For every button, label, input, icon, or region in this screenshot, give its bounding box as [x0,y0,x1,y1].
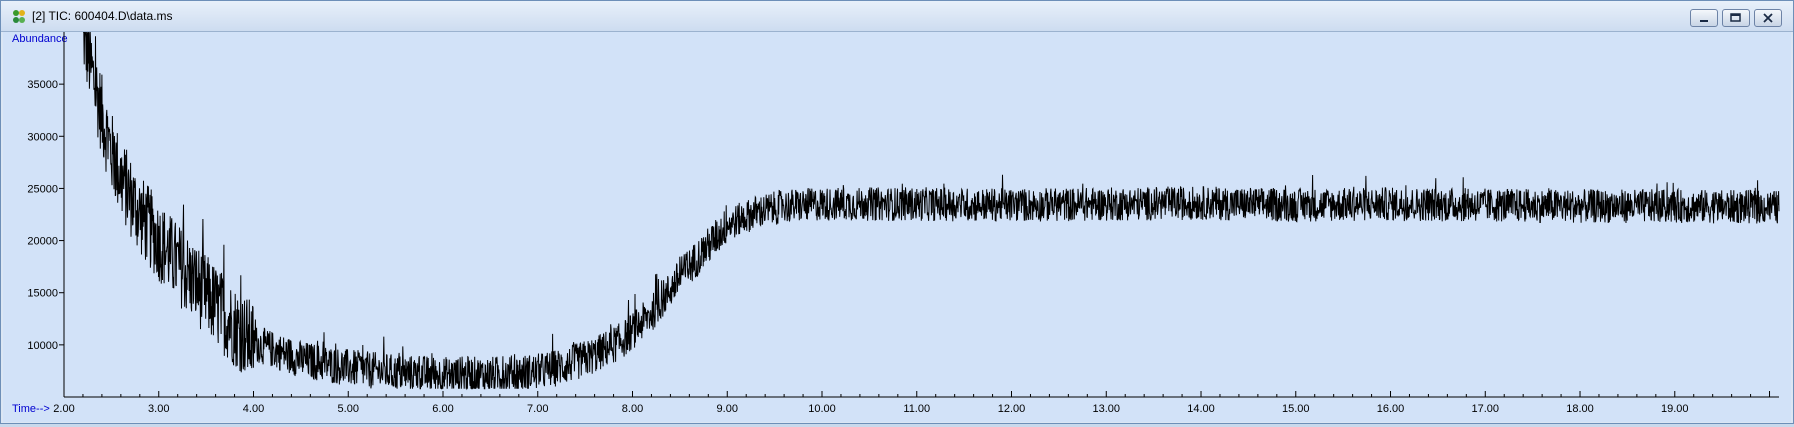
x-tick-label: 2.00 [53,403,74,415]
x-tick-label: 5.00 [338,403,359,415]
tic-trace [83,31,1780,391]
x-axis-label: Time--> [12,403,50,415]
maximize-button[interactable] [1722,9,1750,27]
x-axis-ticks: 2.00 3.00 4.00 5.00 6.00 7.00 8.00 9.00 10.00 11.… [53,391,1771,415]
x-tick-label: 19.00 [1661,403,1689,415]
y-tick-label: 30000 [27,131,58,143]
close-button[interactable] [1754,9,1782,27]
title-bar[interactable]: [2] TIC: 600404.D\data.ms [1,1,1793,32]
restore-icon [1730,13,1741,22]
x-tick-label: 9.00 [717,403,738,415]
y-tick-label: 15000 [27,288,58,300]
chromatogram-plot[interactable]: Abundance Time--> 10000 15000 20000 25000 30… [3,31,1791,422]
x-tick-label: 11.00 [903,403,930,415]
x-tick-label: 10.00 [808,403,836,415]
x-tick-label: 15.00 [1282,403,1310,415]
x-tick-label: 18.00 [1566,403,1594,415]
x-tick-label: 7.00 [527,403,548,415]
close-icon [1763,13,1773,23]
y-axis-ticks: 10000 15000 20000 25000 30000 35000 [27,79,64,352]
x-tick-label: 13.00 [1092,403,1120,415]
minimize-button[interactable] [1690,9,1718,27]
x-tick-label: 14.00 [1187,403,1215,415]
x-tick-label: 17.00 [1472,403,1500,415]
x-tick-label: 8.00 [622,403,643,415]
y-tick-label: 20000 [27,236,58,248]
tic-chart[interactable]: Abundance Time--> 10000 15000 20000 25000 30… [3,31,1791,422]
x-tick-label: 12.00 [998,403,1026,415]
window-title: [2] TIC: 600404.D\data.ms [32,9,173,23]
x-tick-label: 16.00 [1377,403,1405,415]
y-tick-label: 25000 [27,183,58,195]
y-axis-label: Abundance [12,33,68,45]
x-tick-label: 3.00 [148,403,169,415]
y-tick-label: 35000 [27,79,58,91]
x-tick-label: 6.00 [432,403,453,415]
y-tick-label: 10000 [27,340,58,352]
x-tick-label: 4.00 [243,403,264,415]
chemstation-app-icon [13,10,25,23]
minimize-icon [1700,20,1708,22]
